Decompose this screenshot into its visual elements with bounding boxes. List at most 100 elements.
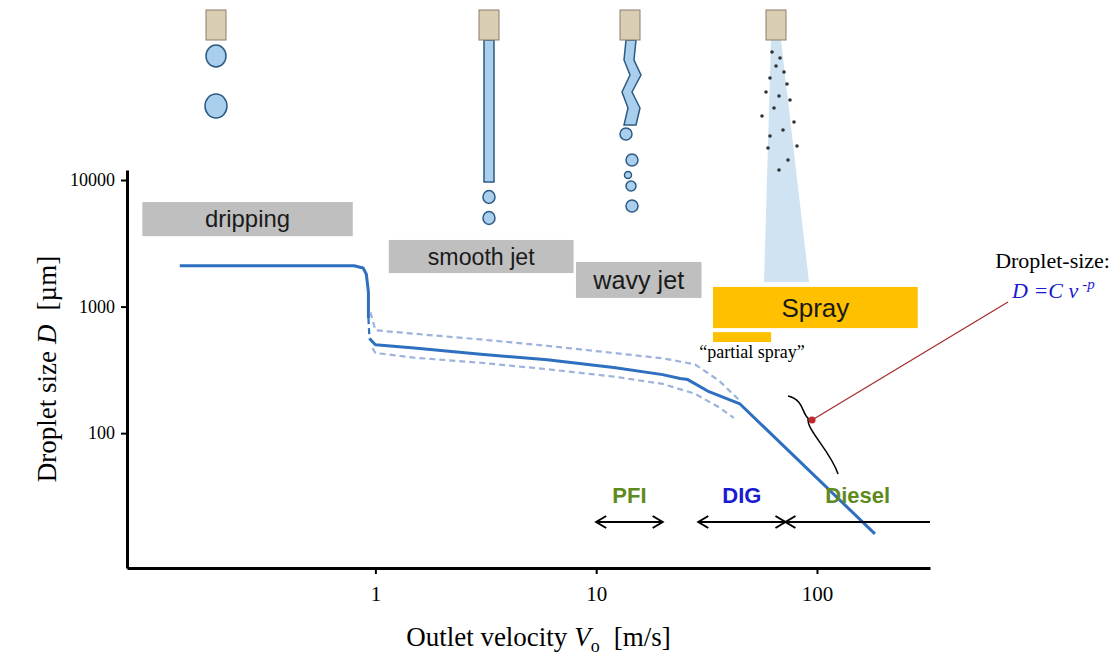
x-axis: 1 10 100 <box>128 568 931 606</box>
regime-box <box>142 202 352 236</box>
y-axis-line <box>126 171 129 569</box>
droplet <box>205 94 227 118</box>
y-tick-mark <box>121 306 127 308</box>
label-patch <box>697 342 806 362</box>
spray-dot <box>764 90 768 94</box>
droplet <box>626 181 636 191</box>
spray-dot <box>788 98 792 102</box>
x-tick: 100 <box>802 568 834 606</box>
spray-dot <box>777 168 781 172</box>
formula-exponent: -p <box>1082 276 1095 292</box>
annotation-label: Droplet-size: <box>995 248 1110 273</box>
engine-label: Diesel <box>825 483 890 508</box>
illustrations <box>205 10 809 282</box>
spray-dot <box>786 158 790 162</box>
arrow-head <box>785 516 795 528</box>
engine-arrow <box>785 521 930 523</box>
regime-box <box>576 262 702 298</box>
series-line <box>370 312 740 400</box>
engine-range: DIG <box>698 483 785 528</box>
leader-line <box>812 302 1008 420</box>
droplet <box>483 191 495 204</box>
y-tick-label: 1000 <box>79 297 115 317</box>
droplet <box>206 45 226 67</box>
spray-dot <box>782 70 786 74</box>
spray-dot <box>774 64 778 68</box>
y-title-unit: [µm] <box>32 256 62 311</box>
spray-dot <box>760 114 764 118</box>
nozzle <box>479 10 499 40</box>
engine-arrow <box>596 521 662 523</box>
chart-root: 110100100100010000Outlet velocityVo[m/s]… <box>0 0 1117 662</box>
regime-label: Spray <box>781 293 849 323</box>
y-axis-title: Droplet size D [µm] <box>32 256 62 482</box>
spray-dot <box>770 50 774 54</box>
regime-label: wavy jet <box>592 266 684 294</box>
spray-dot <box>768 134 772 138</box>
droplet <box>483 212 495 225</box>
regime-label: “partial spray” <box>699 342 804 362</box>
spray-dot <box>778 56 782 60</box>
y-tick-mark <box>121 180 127 182</box>
series-line <box>368 318 369 338</box>
x-title-subscript: o <box>591 636 600 656</box>
chart-svg: 110100100100010000Outlet velocityVo[m/s]… <box>0 0 1117 662</box>
y-tick-label: 100 <box>88 423 115 443</box>
y-tick: 10000 <box>70 170 127 190</box>
droplet <box>626 154 638 166</box>
engine-label: DIG <box>722 483 761 508</box>
annotation-point <box>809 417 816 424</box>
arrow-head <box>653 516 663 528</box>
spray-dot <box>766 146 770 150</box>
regime-box <box>389 240 574 273</box>
regime-label: dripping <box>205 205 290 232</box>
engine-ranges: PFI DIG Diesel <box>596 483 930 528</box>
x-tick: 10 <box>586 568 607 606</box>
annotation: Droplet-size: D =C v-p <box>788 248 1110 474</box>
y-tick: 100 <box>88 423 127 443</box>
y-title-text: Droplet size <box>32 351 62 482</box>
y-tick-mark <box>121 433 127 435</box>
spray-dot <box>777 94 781 98</box>
x-tick-mark <box>375 568 377 574</box>
arrow-head <box>698 516 708 528</box>
droplet <box>625 172 632 179</box>
x-title-text: Outlet velocity <box>406 622 568 652</box>
x-title-unit: [m/s] <box>614 622 671 652</box>
nozzle <box>206 10 226 40</box>
annotation-formula: D =C v-p <box>1011 276 1095 303</box>
engine-range: PFI <box>596 483 662 528</box>
y-title-symbol: D <box>32 324 62 345</box>
engine-range: Diesel <box>785 483 930 528</box>
series-line <box>372 348 733 418</box>
spray-dot <box>785 82 789 86</box>
spray-cone <box>764 40 809 282</box>
formula-base: D =C v <box>1011 278 1078 303</box>
brace <box>788 396 838 474</box>
x-tick-label: 1 <box>371 582 382 606</box>
plot-area <box>180 266 875 534</box>
spray-dot <box>781 128 785 132</box>
jet <box>484 40 494 182</box>
nozzle <box>766 10 786 40</box>
regime-box <box>713 287 918 328</box>
y-tick-label: 10000 <box>70 170 115 190</box>
x-axis-title: Outlet velocityVo[m/s] <box>406 622 671 656</box>
x-tick: 1 <box>371 568 382 606</box>
regime-box <box>713 332 771 342</box>
spray-dot <box>772 106 776 110</box>
regime-label: smooth jet <box>428 244 535 270</box>
engine-arrow <box>698 521 785 523</box>
spray-dot <box>768 76 772 80</box>
x-tick-mark <box>596 568 598 574</box>
droplet <box>626 200 638 212</box>
x-tick-label: 100 <box>802 582 834 606</box>
spray-dot <box>792 120 796 124</box>
x-tick-label: 10 <box>586 582 607 606</box>
droplet <box>620 128 632 140</box>
spray-dot <box>795 144 799 148</box>
y-axis: 100 1000 10000 <box>70 170 128 568</box>
nozzle <box>620 10 640 40</box>
engine-label: PFI <box>612 483 646 508</box>
regime-labels: dripping smooth jet wavy jet Spray “partial … <box>205 205 849 362</box>
